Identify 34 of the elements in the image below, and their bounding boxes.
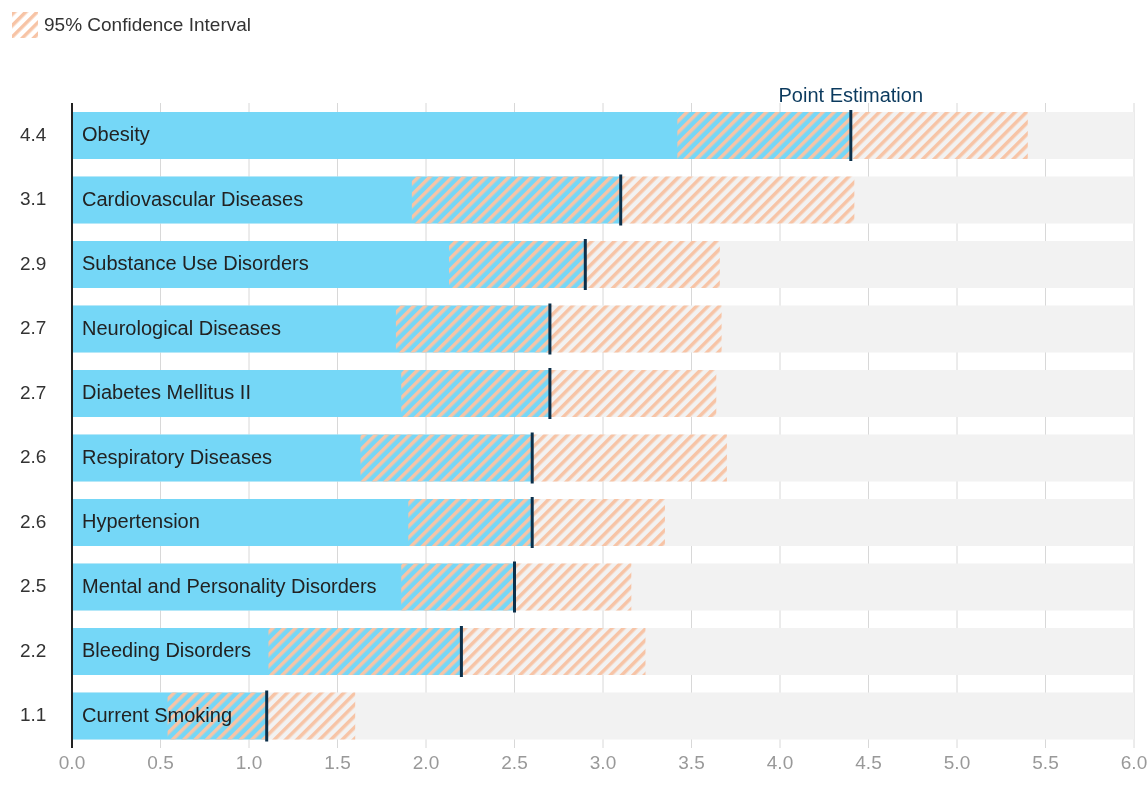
y-tick-label: Diabetes Mellitus II: [82, 381, 251, 404]
y-tick-label: Cardiovascular Diseases: [82, 187, 304, 210]
x-tick-label: 3.0: [589, 752, 617, 774]
data-label: 2.2: [20, 639, 47, 661]
x-tick-label: 1.0: [235, 752, 263, 774]
x-tick-label: 1.5: [324, 752, 351, 774]
data-label: 3.1: [20, 188, 47, 209]
x-tick-label: 6.0: [1120, 752, 1148, 774]
annotation: Point Estimation: [778, 84, 924, 106]
legend-title: 95% Confidence Interval: [44, 14, 252, 36]
x-tick-label: 2.5: [501, 752, 528, 774]
data-label: 2.6: [20, 510, 47, 532]
y-tick-label: Neurological Diseases: [82, 316, 281, 339]
x-tick-label: 4.5: [855, 752, 882, 774]
data-label: 2.7: [20, 317, 47, 338]
x-tick-label: 3.5: [678, 752, 705, 774]
y-tick-label: Bleeding Disorders: [82, 639, 251, 662]
data-label: 1.1: [20, 704, 47, 725]
y-tick-label: Substance Use Disorders: [82, 252, 309, 275]
x-tick-label: 0.5: [147, 752, 174, 774]
data-label: 4.4: [20, 123, 47, 145]
y-tick-label: Mental and Personality Disorders: [82, 574, 377, 597]
y-tick-label: Obesity: [82, 123, 150, 146]
x-tick-label: 5.0: [943, 752, 971, 774]
x-tick-label: 0.0: [58, 752, 86, 774]
data-label: 2.6: [20, 446, 47, 467]
y-tick-label: Hypertension: [82, 510, 200, 533]
data-label: 2.5: [20, 575, 47, 596]
data-label: 2.7: [20, 381, 47, 403]
x-tick-label: 2.0: [412, 752, 440, 774]
x-tick-label: 5.5: [1032, 752, 1059, 774]
y-tick-label: Respiratory Diseases: [82, 445, 273, 468]
data-label: 2.9: [20, 252, 47, 274]
x-tick-label: 4.0: [766, 752, 794, 774]
